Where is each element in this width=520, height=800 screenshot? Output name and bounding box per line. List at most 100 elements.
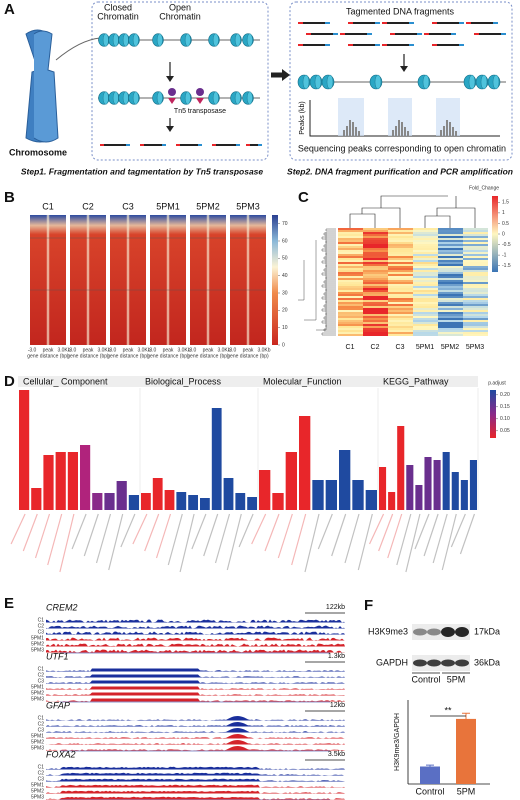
- heatmap-cell: [363, 246, 388, 248]
- bar: [176, 492, 187, 510]
- track-label: 5PM1: [31, 733, 44, 739]
- adaptor: [162, 144, 166, 146]
- nucleosome: [234, 33, 241, 47]
- term-label-stub: [432, 513, 448, 564]
- term-label-stub: [423, 513, 439, 557]
- blot-size: 36kDa: [474, 657, 500, 667]
- track-label: C2: [38, 770, 45, 776]
- panel-letter: A: [4, 1, 15, 18]
- heatmap-cell: [338, 270, 363, 272]
- heatmap-cell: [388, 294, 413, 296]
- heatmap-cell: [338, 320, 363, 322]
- facet-title: KEGG_Pathway: [383, 376, 449, 386]
- blot-label: GAPDH: [376, 657, 408, 667]
- heatmap-cell: [438, 318, 463, 320]
- term-label-stub: [214, 513, 231, 564]
- band: [413, 659, 427, 667]
- heatmap-cell: [413, 318, 438, 320]
- heatmap-cell: [388, 288, 413, 290]
- heatmap-cell: [388, 252, 413, 254]
- term-label-stub: [414, 513, 430, 550]
- nucleosome: [234, 91, 241, 105]
- heatmap-cell: [438, 260, 463, 262]
- signal-track: [46, 784, 345, 788]
- heatmap-cell: [413, 322, 438, 324]
- heatmap-cell: [438, 292, 463, 294]
- caption: Step2. DNA fragment purification and PCR…: [287, 166, 513, 176]
- heatmap-cell: [388, 250, 413, 252]
- heatmap-cell: [463, 300, 488, 302]
- band: [427, 628, 441, 636]
- heatmap-cell: [438, 234, 463, 236]
- heatmap-cell: [388, 306, 413, 308]
- heatmap-center: [190, 215, 226, 345]
- heatmap-cell: [463, 326, 488, 328]
- colorbar-tick-label: 1: [502, 210, 505, 216]
- peak: [446, 120, 448, 136]
- heatmap-cell: [413, 274, 438, 276]
- x-tick-label: -3.0: [68, 347, 77, 353]
- colorbar-tick-label: 0.20: [500, 392, 510, 398]
- heatmap-cell: [363, 314, 388, 316]
- heatmap-cell: [388, 308, 413, 310]
- fragment: [306, 33, 338, 35]
- scale-label: 12kb: [330, 702, 345, 709]
- heatmap-cell: [388, 244, 413, 246]
- bar: [31, 488, 42, 510]
- colorbar-tick-label: 0.05: [500, 428, 510, 434]
- heatmap-cell: [388, 286, 413, 288]
- fragment: [140, 144, 166, 146]
- heatmap-cell: [388, 262, 413, 264]
- heatmap-cell: [388, 248, 413, 250]
- adaptor: [198, 144, 202, 146]
- fragment: [298, 44, 330, 46]
- heatmap-cell: [363, 232, 388, 234]
- heatmap-cell: [363, 294, 388, 296]
- heatmap-cell: [463, 286, 488, 288]
- heatmap-cell: [438, 258, 463, 260]
- heatmap-cell: [438, 250, 463, 252]
- nucleosome: [468, 74, 476, 90]
- bar: [424, 457, 432, 510]
- adaptor: [340, 33, 345, 35]
- bar: [397, 426, 405, 510]
- heatmap-cell: [463, 290, 488, 292]
- term-label-stub: [108, 513, 124, 571]
- term-label-stub: [95, 513, 112, 564]
- signal-track: [46, 740, 345, 745]
- peak: [358, 131, 360, 136]
- term-label-stub: [317, 513, 333, 550]
- bar: [388, 492, 396, 510]
- axis-label: Peaks (kb): [299, 101, 306, 134]
- heatmap-cell: [413, 288, 438, 290]
- bar: [415, 485, 423, 510]
- adaptor: [424, 33, 429, 35]
- heatmap-cell: [363, 304, 388, 306]
- heatmap-cell: [438, 306, 463, 308]
- heatmap-cell: [338, 280, 363, 282]
- adaptor: [298, 44, 303, 46]
- heatmap-cell: [463, 260, 488, 262]
- heatmap-cell: [363, 238, 388, 240]
- term-label-stub: [167, 513, 183, 566]
- bar: [299, 416, 311, 510]
- track-label: C3: [38, 727, 45, 733]
- heatmap-cell: [438, 298, 463, 300]
- signal-track: [46, 686, 345, 690]
- colorbar: [272, 215, 278, 345]
- signal-track: [46, 631, 345, 635]
- bar: [223, 478, 234, 510]
- heatmap-cell: [438, 320, 463, 322]
- peak: [395, 126, 397, 136]
- heatmap-cell: [463, 244, 488, 246]
- term-label-stub: [203, 513, 219, 557]
- term-label-stub: [344, 513, 360, 564]
- track-label: C2: [38, 672, 45, 678]
- bar: [141, 493, 151, 510]
- heatmap-cell: [438, 304, 463, 306]
- heatmap-cell: [463, 238, 488, 240]
- heatmap-cell: [388, 232, 413, 234]
- heatmap-cell: [463, 242, 488, 244]
- heatmap-cell: [363, 244, 388, 246]
